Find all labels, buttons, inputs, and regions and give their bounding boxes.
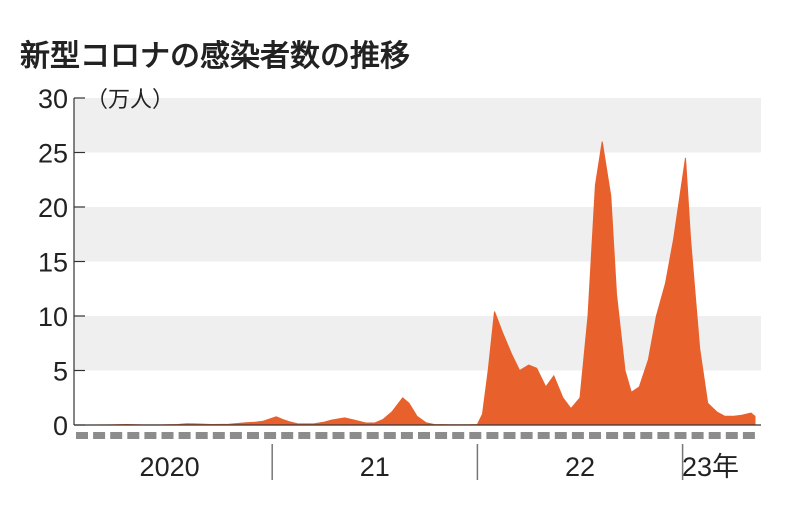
month-dash	[212, 432, 225, 439]
grid-bands	[74, 98, 761, 371]
series-area	[74, 141, 756, 426]
month-dash	[349, 432, 362, 439]
month-dash	[383, 432, 396, 439]
month-dash	[606, 432, 619, 439]
series-path	[74, 141, 756, 426]
month-dash	[110, 432, 123, 439]
y-tick-label: 5	[53, 357, 68, 387]
x-label: 23年	[682, 452, 739, 482]
month-dash	[144, 432, 157, 439]
month-dash	[247, 432, 259, 439]
month-dash	[742, 432, 755, 439]
month-dash	[537, 432, 550, 439]
x-label: 21	[360, 452, 390, 482]
month-dash	[571, 432, 584, 439]
month-dash	[229, 432, 242, 439]
month-dash	[452, 432, 465, 439]
y-ticks: 0 5 10 15 20 25 30	[38, 84, 85, 441]
month-dash	[161, 432, 174, 439]
month-dash	[76, 432, 88, 439]
month-dash	[93, 432, 106, 439]
x-label: 2020	[140, 452, 200, 482]
month-dash	[623, 432, 636, 439]
month-dash	[418, 432, 430, 439]
x-labels: 2020 21 22 23年	[140, 444, 739, 482]
grid-band	[74, 316, 761, 371]
x-label: 22	[565, 452, 595, 482]
month-dash	[195, 432, 208, 439]
month-dash	[640, 432, 653, 439]
month-dash	[281, 432, 294, 439]
month-dash	[435, 432, 448, 439]
month-dash	[298, 432, 311, 439]
y-tick-label: 25	[38, 139, 68, 169]
month-dash	[332, 432, 345, 439]
month-dash	[469, 432, 482, 439]
month-dash	[725, 432, 738, 439]
month-dash	[554, 432, 567, 439]
month-dash	[264, 432, 277, 439]
grid-band	[74, 98, 761, 153]
month-dash	[127, 432, 140, 439]
y-tick-label: 10	[38, 302, 68, 332]
month-dash	[674, 432, 687, 439]
month-dash	[315, 432, 328, 439]
y-tick-label: 30	[38, 84, 68, 114]
month-dash	[589, 432, 601, 439]
unit-label: （万人）	[86, 88, 174, 113]
month-dash	[657, 432, 670, 439]
month-dash	[400, 432, 413, 439]
month-dash	[691, 432, 704, 439]
grid-band	[74, 207, 761, 262]
month-dash	[486, 432, 499, 439]
month-dash	[708, 432, 721, 439]
month-dash	[178, 432, 191, 439]
month-dash	[520, 432, 533, 439]
chart-title: 新型コロナの感染者数の推移	[20, 39, 410, 74]
month-dash	[503, 432, 516, 439]
month-dashes	[76, 432, 755, 439]
y-tick-label: 15	[38, 248, 68, 278]
y-tick-label: 20	[38, 193, 68, 223]
y-tick-label: 0	[53, 411, 68, 441]
month-dash	[366, 432, 379, 439]
